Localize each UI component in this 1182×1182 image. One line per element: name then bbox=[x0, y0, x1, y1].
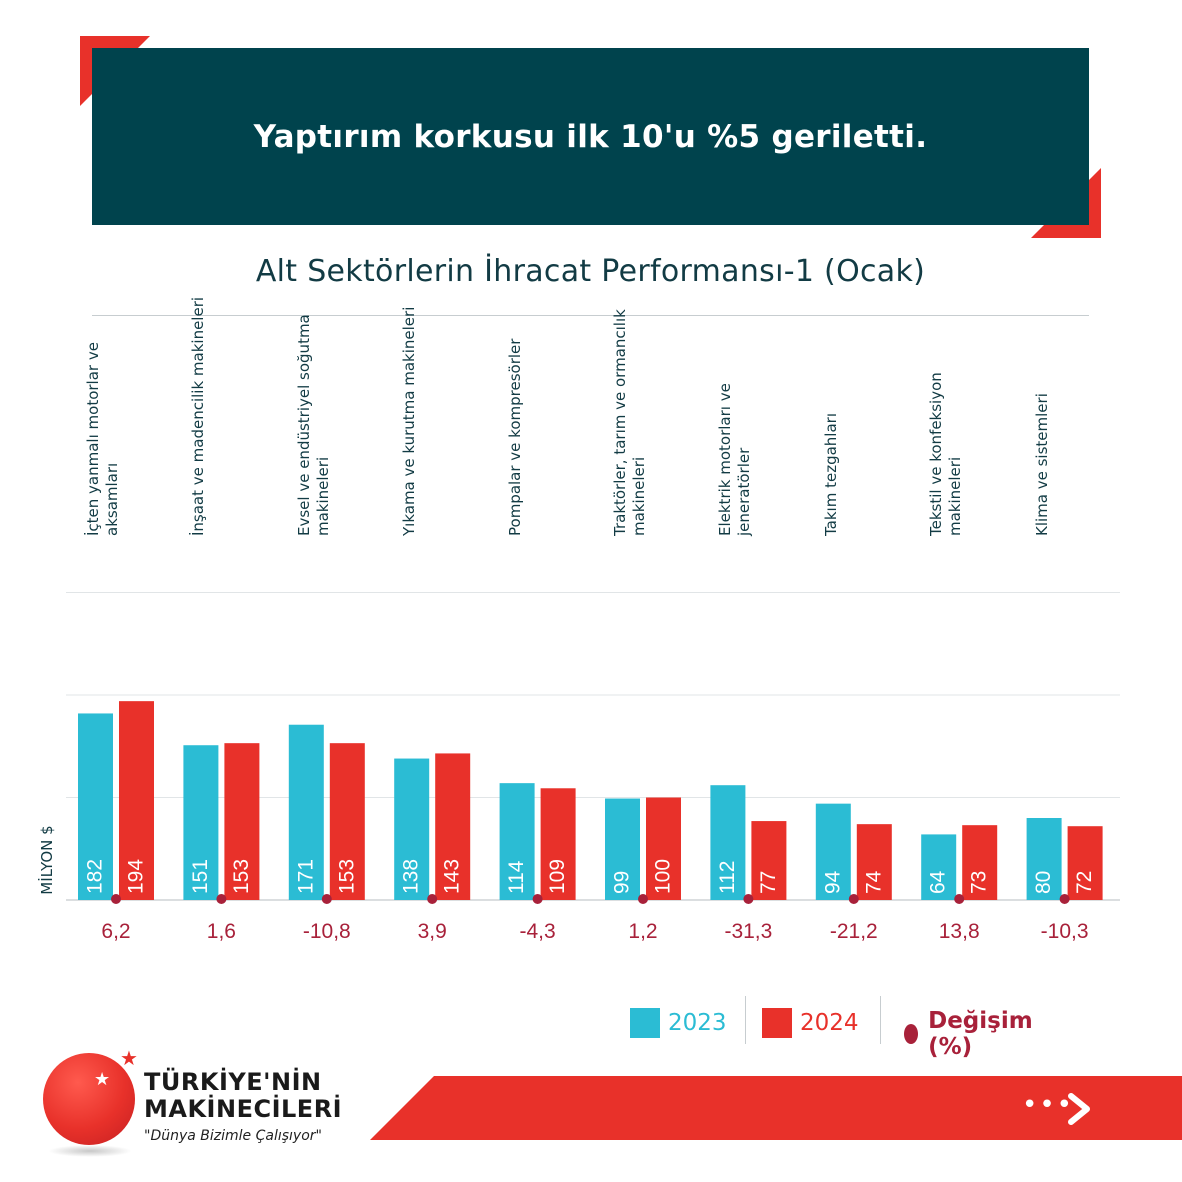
bar-2024-4 bbox=[435, 753, 471, 900]
bar-2024-2 bbox=[224, 743, 260, 900]
bar-2023-7 bbox=[710, 785, 746, 900]
bar-value-label-2023-1: 182 bbox=[84, 859, 107, 894]
change-label-1: 6,2 bbox=[101, 920, 130, 943]
chevron-right-icon[interactable] bbox=[1066, 1093, 1094, 1125]
title-divider bbox=[92, 315, 1089, 316]
change-dot-5 bbox=[532, 894, 543, 904]
logo-ball-icon bbox=[43, 1053, 135, 1145]
legend-item-2023: 2023 bbox=[630, 1008, 727, 1038]
change-dot-8 bbox=[848, 894, 859, 904]
logo-text-line1: TÜRKİYE'NİN bbox=[144, 1068, 322, 1096]
star-icon: ★ bbox=[120, 1046, 138, 1070]
bar-value-label-2024-8: 74 bbox=[862, 870, 885, 894]
change-label-6: 1,2 bbox=[628, 920, 657, 943]
brand-logo: ★ ★ TÜRKİYE'NİN MAKİNECİLERİ "Dünya Bizi… bbox=[30, 1045, 370, 1175]
logo-ball-shadow bbox=[48, 1145, 132, 1157]
bar-value-label-2023-3: 171 bbox=[294, 859, 317, 894]
change-dot-9 bbox=[954, 894, 965, 904]
logo-tagline: "Dünya Bizimle Çalışıyor" bbox=[144, 1128, 322, 1144]
star-icon: ★ bbox=[94, 1069, 111, 1090]
bar-2023-6 bbox=[605, 798, 640, 900]
change-label-8: -21,2 bbox=[830, 920, 878, 943]
change-label-7: -31,3 bbox=[724, 920, 772, 943]
bar-value-label-2024-5: 109 bbox=[546, 859, 569, 894]
bar-2024-5 bbox=[540, 788, 576, 900]
bar-2023-2 bbox=[183, 745, 219, 900]
bar-2024-10 bbox=[1067, 826, 1103, 900]
bar-value-label-2024-3: 153 bbox=[335, 859, 358, 894]
headline: Yaptırım korkusu ilk 10'u %5 geriletti. bbox=[253, 118, 928, 155]
bar-2024-3 bbox=[329, 743, 365, 900]
legend-separator bbox=[880, 996, 881, 1044]
bar-value-label-2024-9: 73 bbox=[968, 871, 991, 894]
change-label-10: -10,3 bbox=[1041, 920, 1089, 943]
legend-item-change: Değişim (%) bbox=[904, 1008, 1039, 1060]
bar-value-label-2023-5: 114 bbox=[505, 860, 528, 894]
bar-2023-5 bbox=[499, 783, 535, 900]
bar-value-label-2024-4: 143 bbox=[441, 859, 464, 894]
bar-value-label-2023-7: 112 bbox=[716, 861, 739, 894]
bar-value-label-2024-7: 77 bbox=[757, 871, 780, 894]
logo-text-line2: MAKİNECİLERİ bbox=[144, 1095, 343, 1123]
bar-value-label-2023-9: 64 bbox=[927, 870, 950, 894]
bar-value-label-2024-10: 72 bbox=[1073, 871, 1096, 894]
bar-2023-10 bbox=[1026, 818, 1062, 900]
headline-banner: Yaptırım korkusu ilk 10'u %5 geriletti. bbox=[92, 48, 1089, 225]
bar-value-label-2023-4: 138 bbox=[400, 859, 423, 894]
change-label-4: 3,9 bbox=[418, 920, 447, 943]
bar-2023-3 bbox=[288, 724, 324, 900]
bar-2024-7 bbox=[751, 821, 787, 900]
bar-chart: MİLYON $ 182 194 6,2 151 153 1,6 171 153 -10,8 138… bbox=[37, 592, 1120, 943]
change-dot-10 bbox=[1059, 894, 1070, 904]
legend-label-2023: 2023 bbox=[668, 1010, 727, 1036]
bar-2024-8 bbox=[856, 824, 892, 900]
change-label-9: 13,8 bbox=[939, 920, 980, 943]
bar-2023-9 bbox=[921, 834, 957, 900]
change-dot-7 bbox=[743, 894, 754, 904]
bar-2023-8 bbox=[815, 803, 851, 900]
bar-value-label-2023-2: 151 bbox=[189, 859, 212, 894]
change-dot-2 bbox=[216, 894, 227, 904]
change-dot-6 bbox=[638, 894, 648, 904]
legend-label-change: Değişim (%) bbox=[928, 1008, 1033, 1060]
bar-value-label-2023-6: 99 bbox=[611, 871, 634, 894]
legend-dot-change bbox=[904, 1024, 919, 1044]
chart-title: Alt Sektörlerin İhracat Performansı-1 (O… bbox=[255, 254, 926, 289]
change-label-3: -10,8 bbox=[303, 920, 351, 943]
bar-value-label-2024-1: 194 bbox=[125, 859, 148, 894]
change-dot-3 bbox=[321, 894, 332, 904]
bar-2024-6 bbox=[646, 797, 681, 900]
bar-2023-4 bbox=[394, 758, 430, 900]
legend-swatch-2024 bbox=[762, 1008, 792, 1038]
bar-value-label-2023-10: 80 bbox=[1032, 871, 1055, 894]
bar-2023-1 bbox=[78, 713, 113, 900]
change-label-2: 1,6 bbox=[207, 920, 236, 943]
bar-value-label-2024-6: 100 bbox=[652, 859, 675, 894]
bar-value-label-2023-8: 94 bbox=[821, 870, 844, 894]
change-dot-4 bbox=[427, 894, 438, 904]
change-label-5: -4,3 bbox=[520, 920, 556, 943]
change-dot-1 bbox=[111, 894, 121, 904]
bar-value-label-2024-2: 153 bbox=[230, 859, 253, 894]
legend-label-2024: 2024 bbox=[800, 1010, 859, 1036]
bar-2024-9 bbox=[962, 825, 998, 900]
dots-icon: ••• bbox=[1022, 1090, 1075, 1120]
legend-item-2024: 2024 bbox=[762, 1008, 859, 1038]
bar-2024-1 bbox=[119, 701, 154, 900]
legend-separator bbox=[745, 996, 746, 1044]
legend-swatch-2023 bbox=[630, 1008, 660, 1038]
y-axis-label: MİLYON $ bbox=[37, 825, 56, 894]
footer-band bbox=[370, 1076, 1182, 1140]
